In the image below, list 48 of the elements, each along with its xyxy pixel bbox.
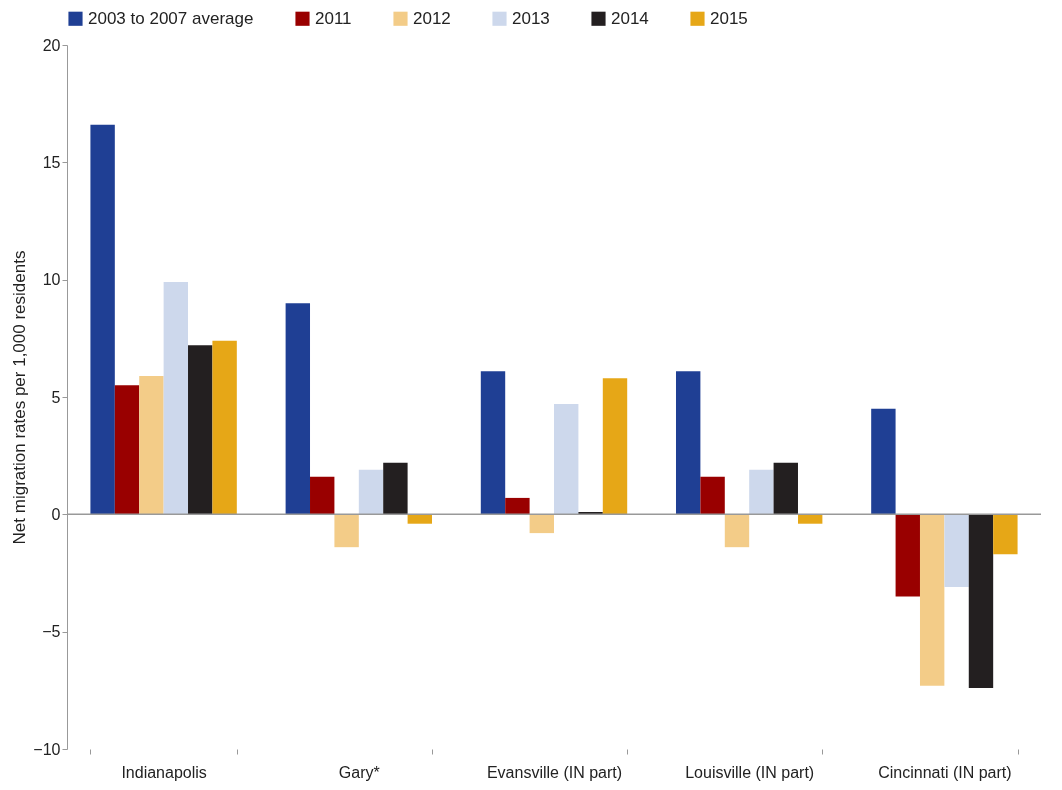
x-tick-label: Cincinnati (IN part) xyxy=(878,763,1012,781)
bar xyxy=(749,469,774,515)
bar xyxy=(529,514,554,534)
x-tick-label: Gary* xyxy=(338,763,380,781)
x-tick-label: Indianapolis xyxy=(121,763,207,781)
bar xyxy=(993,514,1018,555)
x-tick-label: Evansville (IN part) xyxy=(486,763,623,781)
bar xyxy=(358,469,384,515)
bar xyxy=(407,514,433,524)
bar xyxy=(334,514,359,548)
bar xyxy=(310,476,335,515)
legend-label: 2013 xyxy=(512,8,550,28)
legend-label: 2003 to 2007 average xyxy=(88,8,254,28)
bar xyxy=(188,345,213,515)
y-tick-label: −10 xyxy=(33,740,61,758)
y-tick-label: 0 xyxy=(51,505,61,523)
bar xyxy=(480,371,506,515)
bar xyxy=(675,371,701,515)
bar xyxy=(968,514,994,688)
bar xyxy=(871,408,896,515)
bar xyxy=(383,462,408,515)
bar xyxy=(602,378,628,515)
bar xyxy=(700,476,725,515)
bar xyxy=(895,514,920,597)
y-tick-label: −5 xyxy=(42,623,61,641)
bar xyxy=(724,514,750,548)
bar xyxy=(90,124,115,515)
bar xyxy=(944,514,969,588)
bar xyxy=(212,340,237,515)
legend-label: 2012 xyxy=(413,8,451,28)
bar xyxy=(139,375,164,515)
bar xyxy=(773,462,798,515)
legend-label: 2014 xyxy=(611,8,649,28)
bar xyxy=(797,514,823,524)
bar xyxy=(285,303,311,515)
y-axis-title: Net migration rates per 1,000 residents xyxy=(10,250,30,545)
bar xyxy=(114,385,140,515)
y-tick-label: 15 xyxy=(42,153,61,171)
y-tick-label: 10 xyxy=(42,271,61,289)
bar xyxy=(554,404,579,515)
y-tick-label: 20 xyxy=(42,36,61,54)
bar xyxy=(163,282,189,515)
bar xyxy=(919,514,945,686)
y-tick-label: 5 xyxy=(51,388,61,406)
x-tick-label: Louisville (IN part) xyxy=(685,763,815,781)
legend-label: 2011 xyxy=(315,8,352,28)
bar xyxy=(505,497,530,515)
legend-label: 2015 xyxy=(710,8,748,28)
